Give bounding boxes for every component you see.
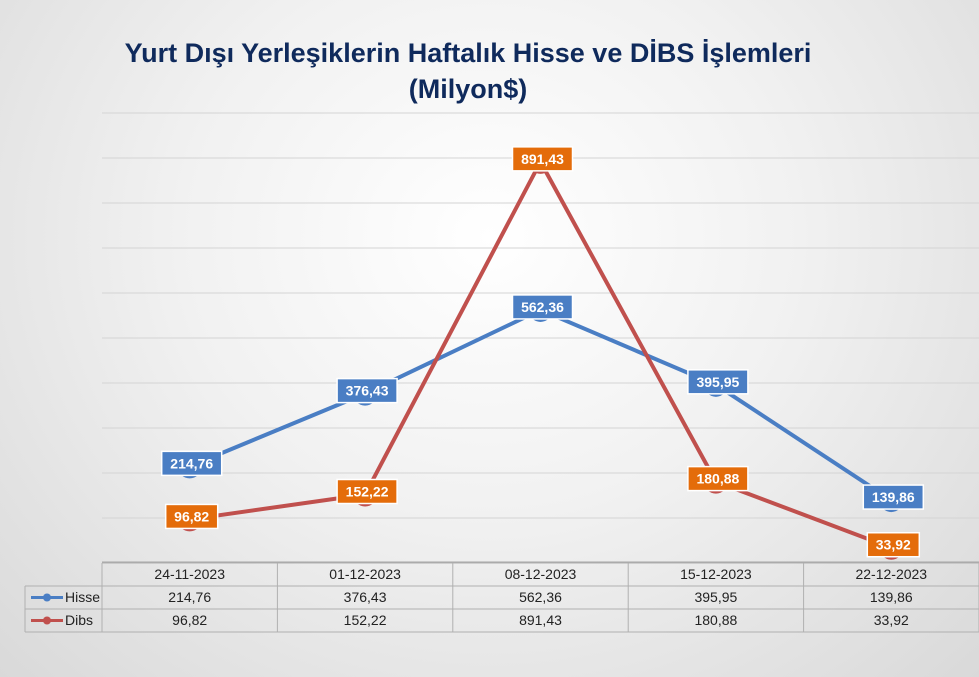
series-markers: [177, 149, 904, 560]
x-tick-label: 08-12-2023: [505, 566, 577, 582]
table-cell: 376,43: [344, 589, 387, 605]
chart-title: Yurt Dışı Yerleşiklerin Haftalık Hisse v…: [125, 38, 812, 68]
x-tick-label: 01-12-2023: [329, 566, 401, 582]
data-label: 214,76: [160, 450, 223, 477]
data-label-box: [687, 465, 749, 492]
data-label-text: 33,92: [876, 537, 911, 553]
data-label: 562,36: [511, 294, 574, 320]
legend-key-marker: [43, 616, 51, 625]
data-label-text: 180,88: [696, 471, 739, 487]
data-label-box: [511, 294, 574, 320]
data-label-box: [336, 478, 398, 505]
data-label-text: 96,82: [174, 508, 209, 524]
data-label-box: [160, 450, 223, 477]
data-label: 139,86: [862, 484, 925, 510]
data-label-text: 562,36: [521, 299, 564, 315]
data-label-text: 376,43: [346, 383, 389, 399]
data-label: 180,88: [687, 465, 749, 492]
data-label-text: 395,95: [696, 374, 739, 390]
table-cell: 395,95: [694, 589, 737, 605]
table-cell: 152,22: [344, 612, 387, 628]
data-labels: 214,76 376,43 562,36 395,95 139,86 96,82 152,2…: [160, 146, 925, 558]
table-cell: 891,43: [519, 612, 562, 628]
chart-subtitle: (Milyon$): [409, 74, 528, 104]
data-label: 891,43: [511, 146, 574, 172]
x-tick-label: 15-12-2023: [680, 566, 752, 582]
table-cell: 96,82: [172, 612, 207, 628]
data-label-box: [336, 377, 398, 404]
table-cell: 33,92: [874, 612, 909, 628]
data-label-box: [862, 484, 925, 510]
data-label-box: [164, 503, 219, 530]
data-label-box: [511, 146, 574, 172]
data-label-text: 152,22: [346, 484, 389, 500]
data-label-text: 891,43: [521, 151, 564, 167]
data-label: 33,92: [866, 531, 921, 558]
legend-entry: Dibs: [65, 612, 93, 628]
data-label-text: 214,76: [170, 455, 213, 471]
series-lines: [187, 159, 894, 550]
table-cell: 562,36: [519, 589, 562, 605]
data-label: 376,43: [336, 377, 398, 404]
gridlines: [102, 112, 979, 564]
table-cell: 180,88: [694, 612, 737, 628]
data-label-text: 139,86: [872, 489, 915, 505]
x-tick-label: 22-12-2023: [855, 566, 927, 582]
data-label: 152,22: [336, 478, 398, 505]
data-label: 395,95: [687, 369, 749, 395]
legend-key-marker: [43, 593, 51, 602]
data-label-box: [687, 369, 749, 395]
data-label-box: [866, 531, 921, 558]
table-cell: 214,76: [168, 589, 211, 605]
x-tick-label: 24-11-2023: [154, 566, 225, 582]
series-line-dibs: [187, 159, 894, 550]
data-label: 96,82: [164, 503, 219, 530]
data-table: 24-11-2023 01-12-2023 08-12-2023 15-12-2023…: [24, 562, 979, 633]
table-cell: 139,86: [870, 589, 913, 605]
legend-entry: Hisse: [65, 589, 100, 605]
